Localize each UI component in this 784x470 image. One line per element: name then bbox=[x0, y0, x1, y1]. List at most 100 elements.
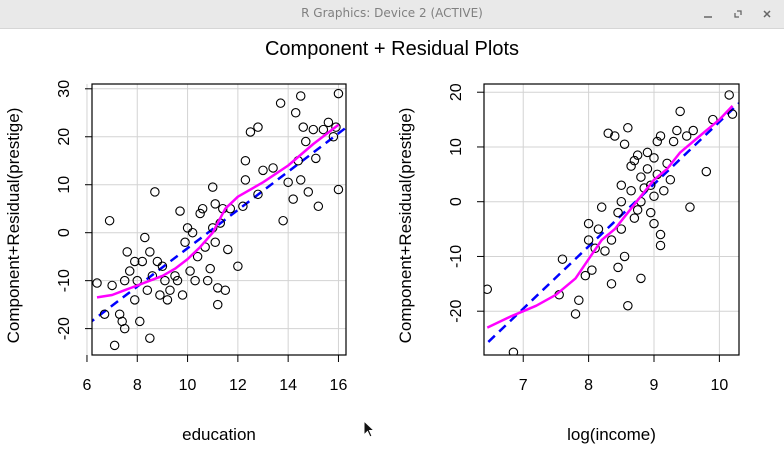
x-tick-label: 7 bbox=[519, 377, 528, 394]
data-point bbox=[187, 227, 198, 238]
data-point bbox=[202, 275, 213, 286]
data-point bbox=[727, 109, 738, 119]
data-point bbox=[570, 309, 581, 319]
data-point bbox=[238, 201, 248, 212]
data-point bbox=[253, 122, 263, 132]
data-point bbox=[130, 295, 140, 305]
plot-area bbox=[92, 88, 346, 351]
data-point bbox=[157, 261, 168, 272]
data-point bbox=[295, 91, 306, 101]
data-point bbox=[649, 218, 659, 229]
data-point bbox=[210, 237, 220, 248]
data-point bbox=[328, 132, 339, 142]
data-point bbox=[253, 189, 263, 200]
window-titlebar[interactable]: R Graphics: Device 2 (ACTIVE) bbox=[0, 0, 784, 29]
data-point bbox=[580, 270, 591, 281]
data-point bbox=[557, 254, 568, 264]
data-point bbox=[205, 263, 215, 274]
data-point bbox=[177, 290, 188, 300]
data-point bbox=[323, 117, 334, 128]
data-point bbox=[685, 202, 695, 212]
data-point bbox=[107, 280, 117, 291]
minimize-button[interactable] bbox=[697, 3, 719, 25]
data-point bbox=[130, 256, 140, 267]
close-icon bbox=[763, 10, 771, 18]
restore-button[interactable] bbox=[727, 3, 749, 25]
data-point bbox=[150, 187, 160, 197]
data-point bbox=[613, 262, 623, 273]
data-point bbox=[220, 285, 231, 295]
data-point bbox=[665, 175, 676, 185]
data-point bbox=[668, 136, 679, 147]
data-point bbox=[135, 316, 145, 327]
x-tick-label: 9 bbox=[650, 377, 659, 394]
data-point bbox=[655, 229, 666, 240]
y-tick-label: 30 bbox=[56, 80, 73, 98]
data-point bbox=[645, 180, 656, 191]
data-point bbox=[283, 177, 293, 188]
fit-line bbox=[92, 126, 346, 323]
x-axis-label: log(income) bbox=[567, 425, 656, 444]
data-point bbox=[109, 340, 120, 351]
x-tick-label: 6 bbox=[83, 377, 92, 394]
data-point bbox=[190, 275, 200, 286]
data-point bbox=[298, 122, 308, 132]
data-point bbox=[155, 290, 165, 300]
data-point bbox=[649, 191, 659, 201]
data-point bbox=[587, 265, 597, 275]
data-point bbox=[145, 247, 155, 257]
data-point bbox=[195, 208, 205, 219]
data-point bbox=[192, 251, 203, 262]
y-axis-label: Component+Residual(prestige) bbox=[396, 108, 415, 344]
data-point bbox=[616, 196, 627, 207]
smooth-line bbox=[486, 105, 734, 329]
data-point bbox=[610, 131, 620, 141]
data-point bbox=[313, 201, 324, 212]
data-point bbox=[170, 271, 180, 281]
data-point bbox=[574, 295, 584, 306]
data-point bbox=[583, 235, 594, 245]
data-point bbox=[318, 124, 329, 135]
data-point bbox=[333, 88, 344, 99]
data-point bbox=[99, 309, 110, 319]
panel-log-income: 7 8 9 10 -20 -10 0 10 20 log(income) Component+Res… bbox=[396, 83, 740, 444]
data-point bbox=[606, 279, 617, 289]
data-point bbox=[119, 275, 130, 286]
data-point bbox=[590, 243, 600, 253]
data-point bbox=[212, 299, 223, 310]
data-point bbox=[626, 161, 636, 171]
data-point bbox=[333, 184, 344, 195]
data-point bbox=[223, 244, 233, 255]
data-point bbox=[165, 285, 175, 295]
data-point bbox=[175, 206, 185, 216]
data-point bbox=[145, 333, 155, 343]
data-point bbox=[616, 180, 627, 191]
data-point bbox=[636, 273, 646, 284]
data-point bbox=[672, 125, 682, 136]
data-point bbox=[308, 124, 319, 135]
data-point bbox=[681, 131, 692, 141]
y-tick-label: 10 bbox=[56, 176, 73, 194]
x-tick-label: 12 bbox=[229, 377, 247, 394]
data-point bbox=[311, 153, 321, 164]
window-title: R Graphics: Device 2 (ACTIVE) bbox=[301, 6, 483, 20]
x-tick-label: 10 bbox=[710, 377, 728, 394]
data-point bbox=[632, 205, 643, 215]
data-point bbox=[642, 147, 653, 158]
data-point bbox=[182, 223, 193, 233]
plot-canvas: Component + Residual Plots 6 8 10 12 14 16 -20… bbox=[4, 38, 740, 444]
data-point bbox=[142, 285, 153, 295]
panel-education: 6 8 10 12 14 16 -20 -10 0 10 20 30 education Componen… bbox=[4, 80, 348, 444]
data-point bbox=[655, 131, 666, 141]
close-button[interactable] bbox=[756, 3, 778, 25]
data-point bbox=[652, 136, 663, 147]
data-point bbox=[642, 164, 653, 174]
data-point bbox=[275, 98, 286, 108]
data-point bbox=[162, 295, 173, 305]
data-point bbox=[180, 237, 190, 248]
data-point bbox=[616, 224, 627, 234]
data-point bbox=[210, 199, 220, 209]
y-tick-label: 20 bbox=[448, 83, 465, 101]
x-tick-label: 16 bbox=[330, 377, 348, 394]
data-point bbox=[659, 186, 669, 196]
